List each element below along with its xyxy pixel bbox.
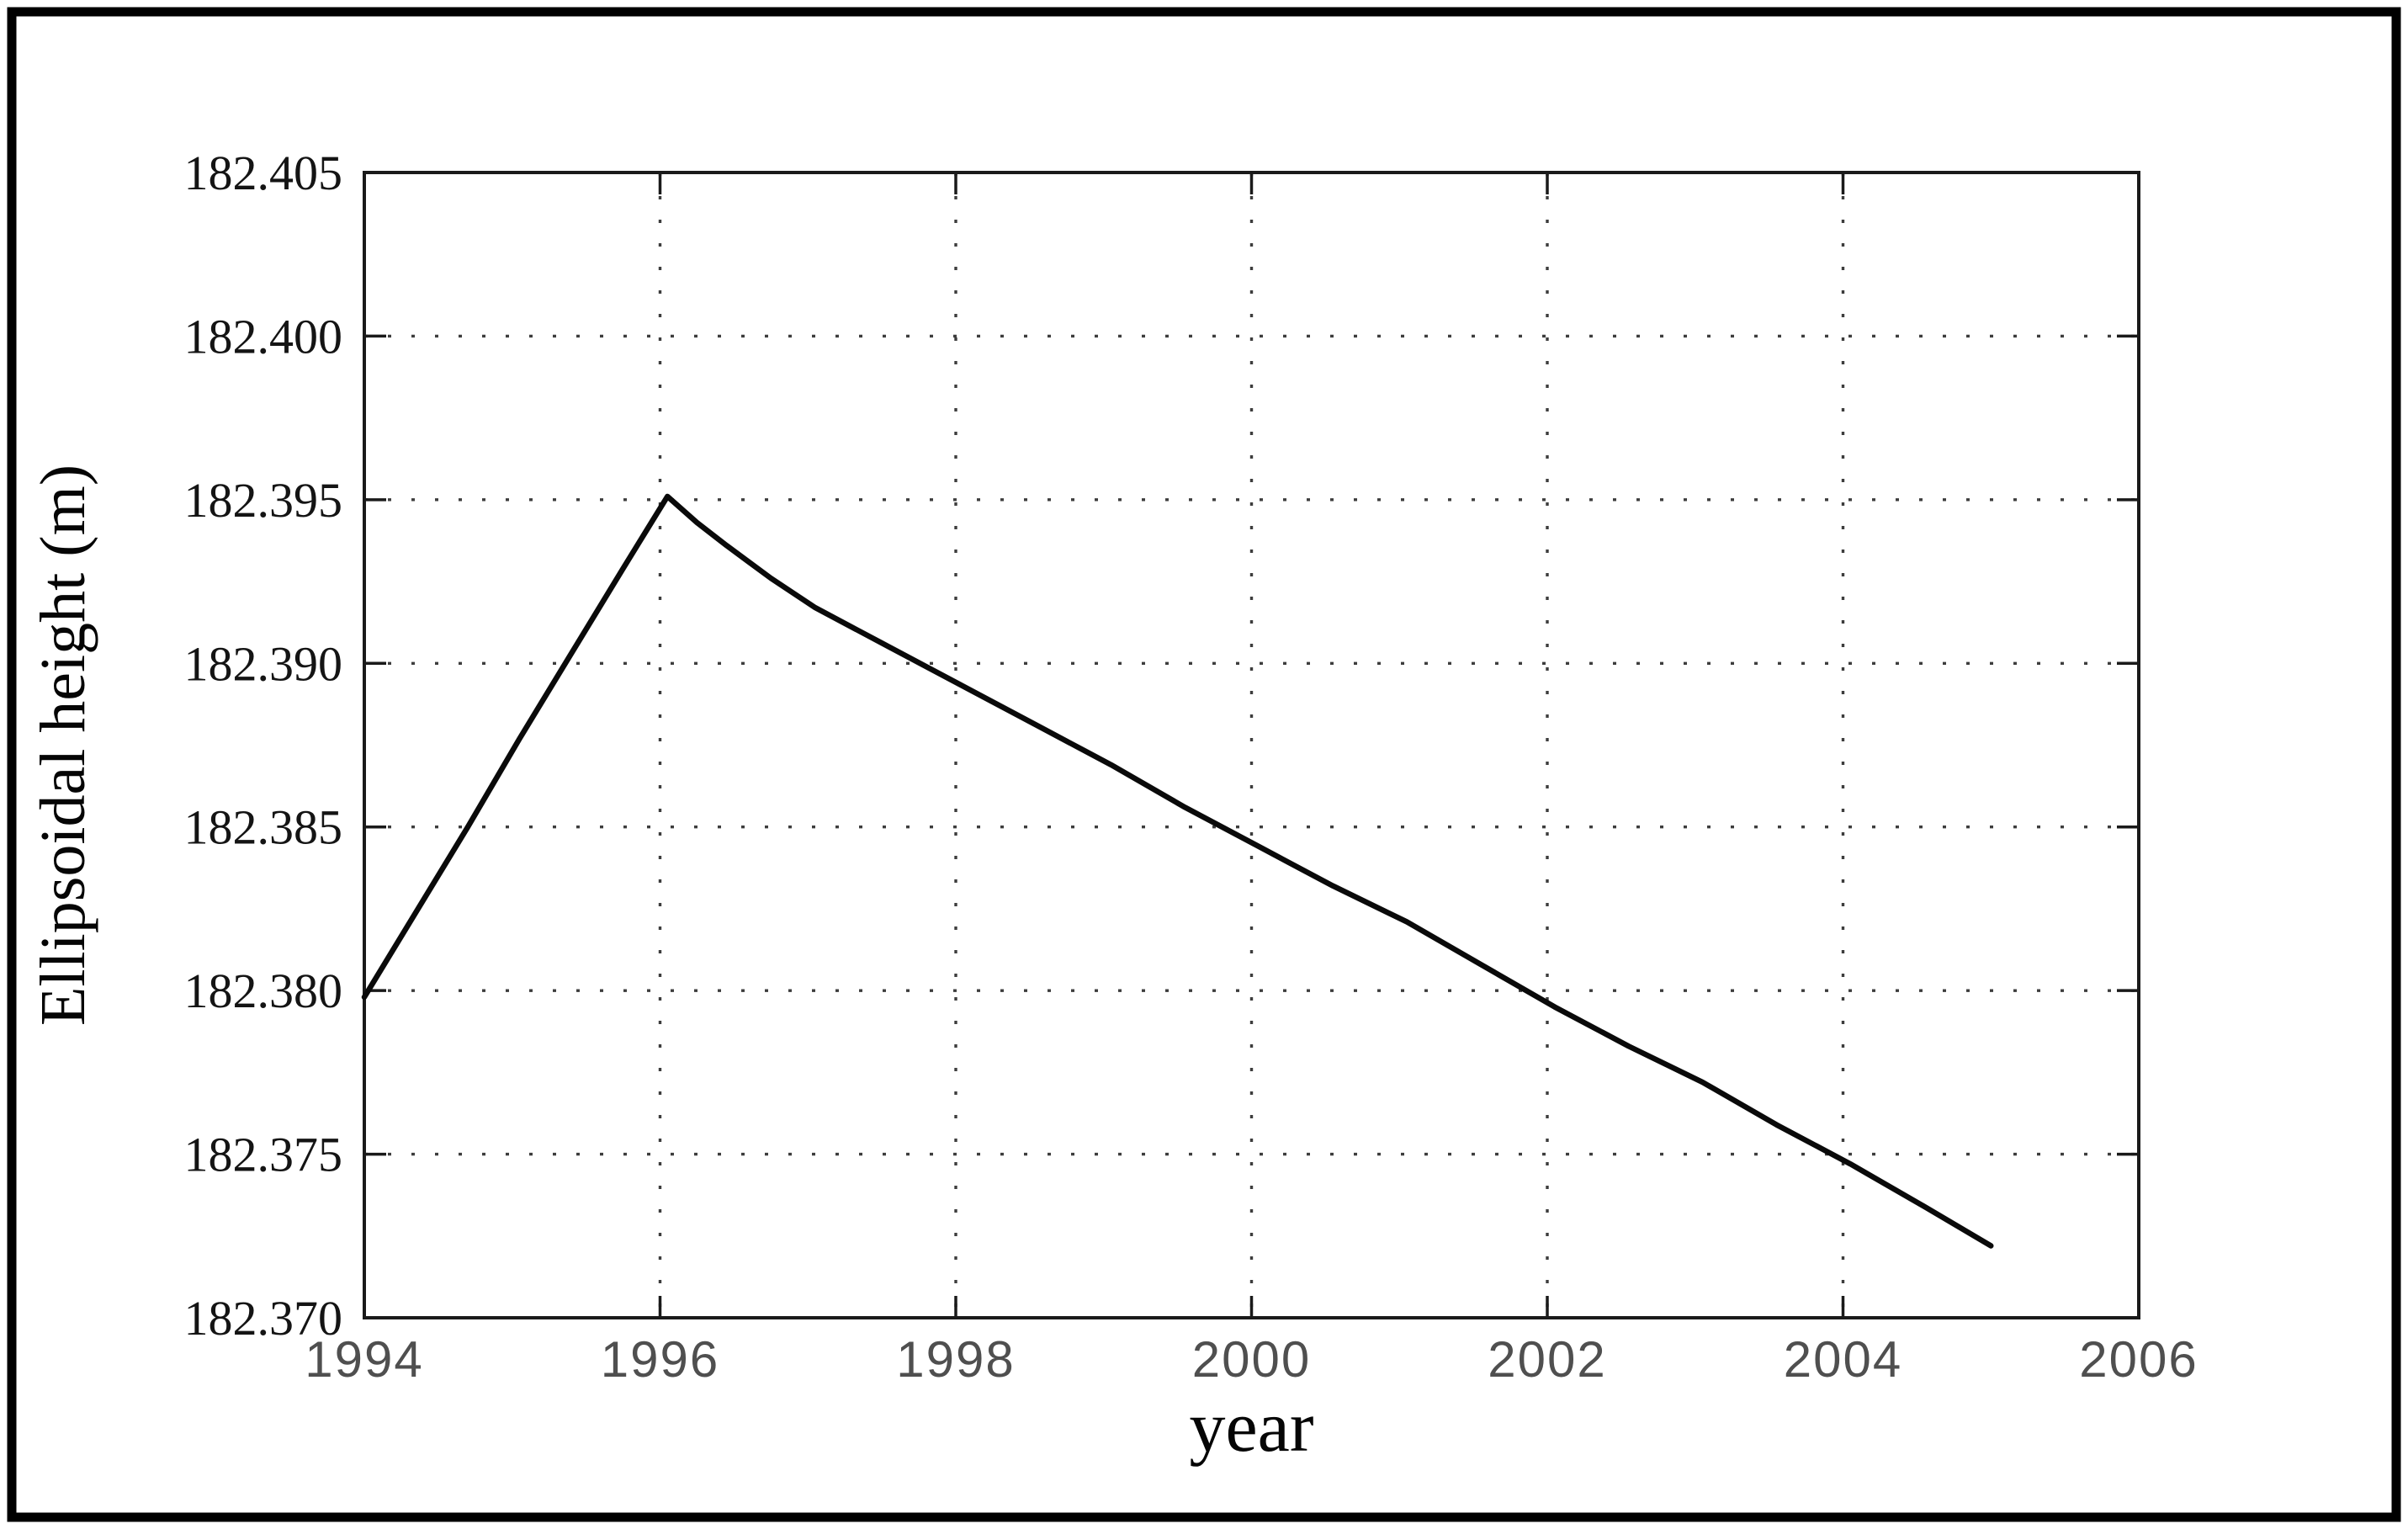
x-tick-label: 2000 xyxy=(1192,1331,1311,1388)
x-tick-labels: 1994 1996 1998 2000 2002 2004 2006 xyxy=(305,1331,2198,1388)
y-tick-label: 182.405 xyxy=(184,146,343,200)
x-tick-label: 2004 xyxy=(1784,1331,1902,1388)
height-series-line xyxy=(361,493,1994,1249)
figure-border xyxy=(7,7,2401,1522)
x-tick-label: 1998 xyxy=(896,1331,1015,1388)
y-tick-label: 182.370 xyxy=(184,1291,343,1346)
y-tick-labels: 182.370 182.375 182.380 182.385 182.390 182.3… xyxy=(184,146,343,1346)
y-tick-label: 182.395 xyxy=(184,473,343,528)
x-tick-label: 2006 xyxy=(2079,1331,2198,1388)
plot-area xyxy=(363,171,2140,1319)
y-tick-label: 182.375 xyxy=(184,1128,343,1182)
y-tick-label: 182.380 xyxy=(184,964,343,1018)
x-tick-label: 1996 xyxy=(601,1331,719,1388)
gridlines xyxy=(364,173,2139,1318)
x-axis-title: year xyxy=(1190,1386,1314,1467)
y-axis-title: Ellipsoidal height (m) xyxy=(28,465,98,1026)
axis-ticks xyxy=(363,171,2140,1319)
x-tick-label: 2002 xyxy=(1488,1331,1606,1388)
y-tick-label: 182.390 xyxy=(184,636,343,691)
x-tick-label: 1994 xyxy=(305,1331,423,1388)
y-tick-label: 182.400 xyxy=(184,309,343,364)
y-tick-label: 182.385 xyxy=(184,800,343,855)
